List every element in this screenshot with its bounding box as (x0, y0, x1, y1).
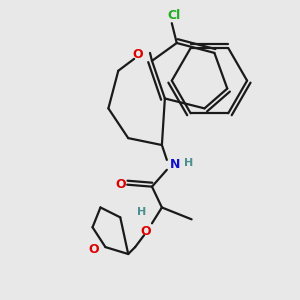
Text: H: H (184, 158, 193, 168)
Text: O: O (133, 48, 143, 62)
Text: N: N (169, 158, 180, 171)
Text: O: O (88, 243, 99, 256)
Text: O: O (115, 178, 126, 191)
Text: O: O (141, 225, 151, 238)
Text: Cl: Cl (167, 9, 180, 22)
Text: H: H (137, 207, 147, 218)
